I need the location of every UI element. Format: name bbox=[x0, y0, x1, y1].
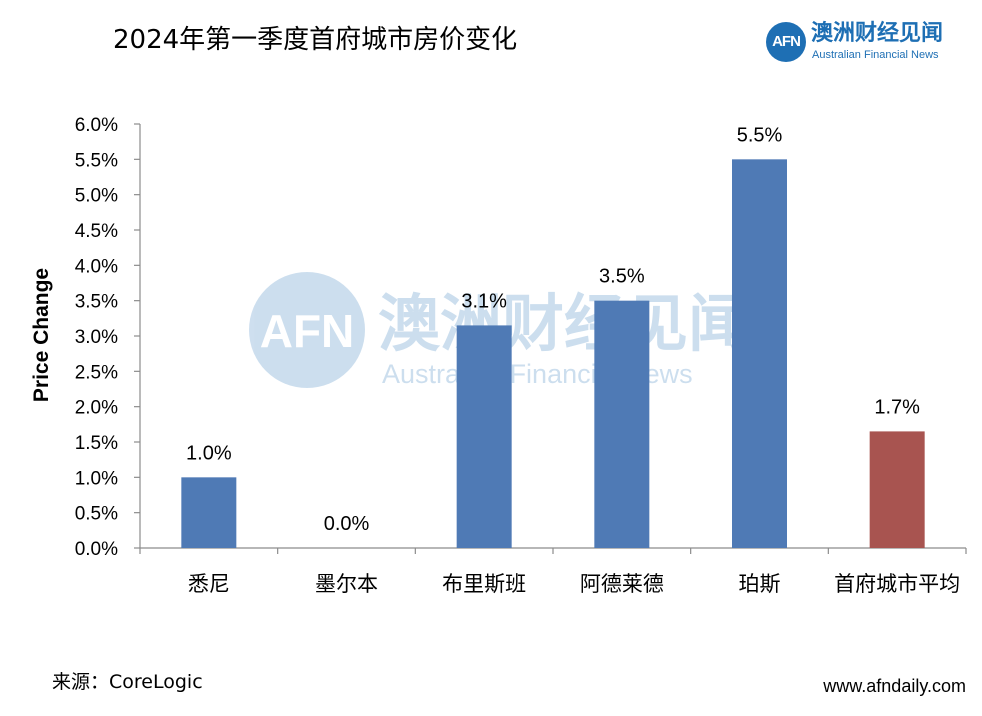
afn-logo-mark: AFN bbox=[766, 22, 806, 62]
y-tick-label: 4.0% bbox=[75, 256, 118, 277]
data-label: 3.1% bbox=[461, 290, 507, 312]
x-tick-label: 墨尔本 bbox=[315, 572, 378, 596]
chart-title: 2024年第一季度首府城市房价变化 bbox=[113, 25, 518, 55]
x-tick-label: 首府城市平均 bbox=[834, 572, 960, 596]
watermark-mark: AFN bbox=[260, 305, 355, 357]
y-tick-label: 6.0% bbox=[75, 115, 118, 136]
y-tick-label: 5.5% bbox=[75, 150, 118, 171]
website-url: www.afndaily.com bbox=[823, 676, 966, 696]
y-tick-label: 4.5% bbox=[75, 221, 118, 242]
data-label: 0.0% bbox=[324, 513, 370, 535]
bar bbox=[594, 300, 650, 548]
x-tick-label: 布里斯班 bbox=[442, 572, 526, 596]
y-tick-label: 0.0% bbox=[75, 539, 118, 560]
bar-series bbox=[181, 159, 925, 549]
data-label: 3.5% bbox=[599, 266, 645, 288]
bar bbox=[181, 477, 237, 548]
y-tick-label: 5.0% bbox=[75, 186, 118, 207]
watermark-circle bbox=[249, 272, 365, 388]
bar bbox=[869, 431, 925, 548]
y-tick-label: 1.0% bbox=[75, 468, 118, 489]
y-tick-label: 2.0% bbox=[75, 398, 118, 419]
afn-logo-name-cn: 澳洲财经见闻 bbox=[811, 21, 944, 46]
x-axis: 悉尼 墨尔本 布里斯班 阿德莱德 珀斯 首府城市平均 bbox=[139, 547, 967, 596]
y-axis: 0.0% 0.5% 1.0% 1.5% 2.0% 2.5% 3.0% 3.5% 4.0% 4.5%… bbox=[75, 115, 141, 560]
y-tick-label: 1.5% bbox=[75, 433, 118, 454]
y-tick-label: 0.5% bbox=[75, 504, 118, 525]
bar bbox=[456, 325, 512, 548]
afn-logo-name-en: Australian Financial News bbox=[812, 49, 939, 61]
data-label: 1.7% bbox=[874, 396, 920, 418]
y-tick-label: 3.5% bbox=[75, 292, 118, 313]
source-note: 来源：CoreLogic bbox=[52, 671, 203, 693]
x-tick-label: 珀斯 bbox=[739, 572, 781, 596]
data-label: 1.0% bbox=[186, 442, 232, 464]
afn-logo: AFN 澳洲财经见闻 Australian Financial News bbox=[766, 21, 966, 66]
watermark-name-cn: 澳洲财经见闻 bbox=[378, 287, 750, 360]
x-tick-label: 悉尼 bbox=[188, 572, 230, 596]
y-axis-label: Price Change bbox=[30, 268, 53, 402]
data-labels: 1.0% 0.0% 3.1% 3.5% 5.5% 1.7% bbox=[186, 124, 920, 535]
x-tick-label: 阿德莱德 bbox=[580, 572, 664, 596]
y-tick-label: 2.5% bbox=[75, 362, 118, 383]
data-label: 5.5% bbox=[737, 124, 783, 146]
bar bbox=[732, 159, 787, 549]
y-tick-label: 3.0% bbox=[75, 327, 118, 348]
